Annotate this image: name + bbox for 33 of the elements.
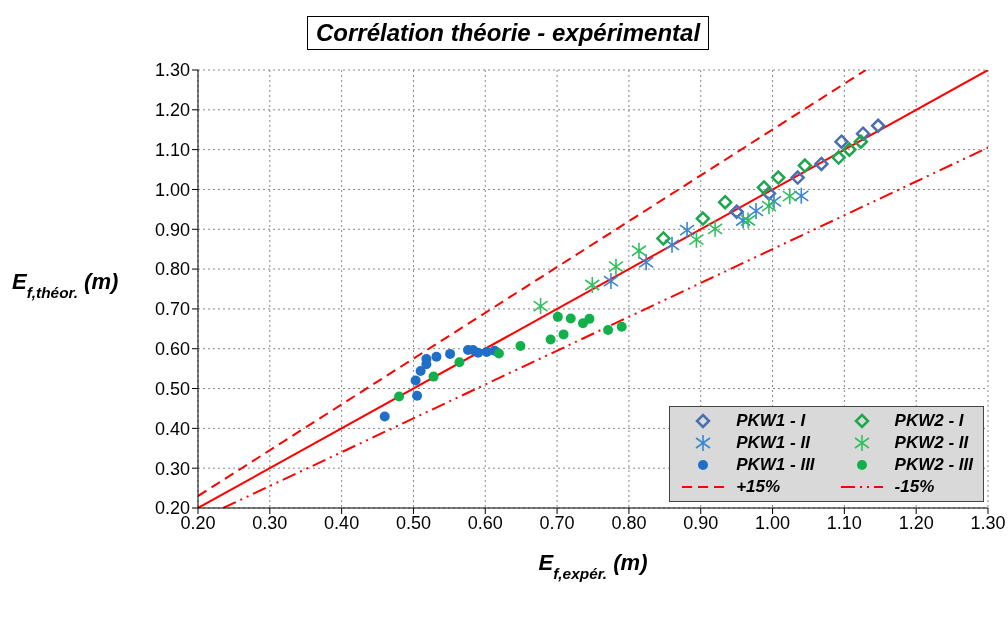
y-tick-label: 1.10 xyxy=(154,140,190,161)
legend-label: +15% xyxy=(736,477,781,496)
x-tick-label: 0.60 xyxy=(467,512,503,533)
y-axis-title: E$_{f,théor.}$ (m) xyxy=(12,269,119,301)
x-tick-label: 0.70 xyxy=(539,512,575,533)
x-tick-label: 0.50 xyxy=(395,512,431,533)
chart-title: Corrélation théorie - expérimental xyxy=(315,19,701,46)
y-tick-label: 0.70 xyxy=(154,299,190,320)
legend-label: PKW1 - III xyxy=(736,455,815,474)
x-tick-label: 1.20 xyxy=(898,512,934,533)
y-tick-label: 0.40 xyxy=(154,418,190,439)
legend-label: PKW1 - II xyxy=(736,433,810,452)
x-axis-title: E$_{f,expér.}$ (m) xyxy=(538,550,648,582)
y-tick-label: 1.30 xyxy=(154,60,190,81)
y-tick-label: 0.80 xyxy=(154,259,190,280)
x-tick-label: 1.00 xyxy=(755,512,791,533)
x-tick-label: 1.10 xyxy=(826,512,862,533)
legend-label: PKW1 - I xyxy=(736,411,806,430)
y-tick-label: 0.50 xyxy=(154,378,190,399)
legend-label: PKW2 - I xyxy=(894,411,964,430)
legend-label: PKW2 - II xyxy=(894,433,969,452)
x-tick-label: 0.80 xyxy=(611,512,647,533)
y-tick-label: 1.20 xyxy=(154,100,190,121)
x-tick-label: 0.40 xyxy=(324,512,360,533)
y-tick-label: 0.60 xyxy=(154,339,190,360)
x-tick-label: 0.30 xyxy=(252,512,288,533)
y-tick-label: 0.90 xyxy=(154,219,190,240)
x-tick-label: 0.90 xyxy=(683,512,719,533)
legend-label: PKW2 - III xyxy=(894,455,973,474)
legend-label: -15% xyxy=(894,477,935,496)
x-tick-label: 1.30 xyxy=(970,512,1006,533)
y-tick-label: 1.00 xyxy=(154,179,190,200)
y-tick-label: 0.30 xyxy=(154,458,190,479)
